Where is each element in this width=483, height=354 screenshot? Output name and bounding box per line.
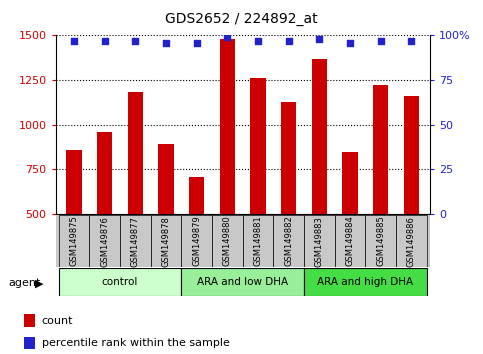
Point: [346, 40, 354, 45]
Bar: [24, 314, 35, 327]
Text: ARA and high DHA: ARA and high DHA: [317, 277, 413, 287]
Bar: [250, 78, 266, 214]
Bar: [158, 144, 174, 214]
Text: GSM149886: GSM149886: [407, 216, 416, 267]
Bar: [97, 132, 113, 214]
Bar: [151, 215, 181, 267]
Bar: [243, 215, 273, 267]
Bar: [189, 177, 204, 214]
Bar: [373, 85, 388, 214]
Point: [162, 40, 170, 45]
Bar: [220, 39, 235, 214]
Bar: [181, 268, 304, 296]
Point: [315, 36, 323, 42]
Bar: [304, 215, 335, 267]
Text: count: count: [42, 316, 73, 326]
Text: GSM149878: GSM149878: [161, 216, 170, 267]
Text: GSM149880: GSM149880: [223, 216, 232, 267]
Bar: [273, 215, 304, 267]
Bar: [89, 215, 120, 267]
Bar: [212, 215, 243, 267]
Bar: [58, 215, 89, 267]
Text: ARA and low DHA: ARA and low DHA: [197, 277, 288, 287]
Point: [193, 40, 200, 45]
Text: percentile rank within the sample: percentile rank within the sample: [42, 338, 229, 348]
Bar: [128, 92, 143, 214]
Point: [408, 38, 415, 44]
Bar: [181, 215, 212, 267]
Point: [224, 34, 231, 40]
Text: agent: agent: [9, 278, 41, 288]
Bar: [404, 96, 419, 214]
Text: GSM149884: GSM149884: [346, 216, 355, 267]
Bar: [335, 215, 366, 267]
Bar: [342, 152, 358, 214]
Text: GSM149885: GSM149885: [376, 216, 385, 267]
Bar: [58, 268, 181, 296]
Bar: [24, 337, 35, 349]
Point: [254, 38, 262, 44]
Text: GSM149879: GSM149879: [192, 216, 201, 267]
Text: ▶: ▶: [35, 278, 43, 288]
Bar: [66, 150, 82, 214]
Bar: [396, 215, 427, 267]
Text: GSM149875: GSM149875: [70, 216, 78, 267]
Bar: [312, 59, 327, 214]
Bar: [281, 102, 297, 214]
Bar: [120, 215, 151, 267]
Bar: [304, 268, 427, 296]
Text: GSM149881: GSM149881: [254, 216, 263, 267]
Point: [70, 38, 78, 44]
Text: GDS2652 / 224892_at: GDS2652 / 224892_at: [165, 12, 318, 27]
Text: GSM149883: GSM149883: [315, 216, 324, 267]
Bar: [366, 215, 396, 267]
Point: [285, 38, 293, 44]
Text: GSM149877: GSM149877: [131, 216, 140, 267]
Point: [377, 38, 384, 44]
Text: GSM149876: GSM149876: [100, 216, 109, 267]
Text: control: control: [102, 277, 138, 287]
Text: GSM149882: GSM149882: [284, 216, 293, 267]
Point: [101, 38, 109, 44]
Point: [131, 38, 139, 44]
